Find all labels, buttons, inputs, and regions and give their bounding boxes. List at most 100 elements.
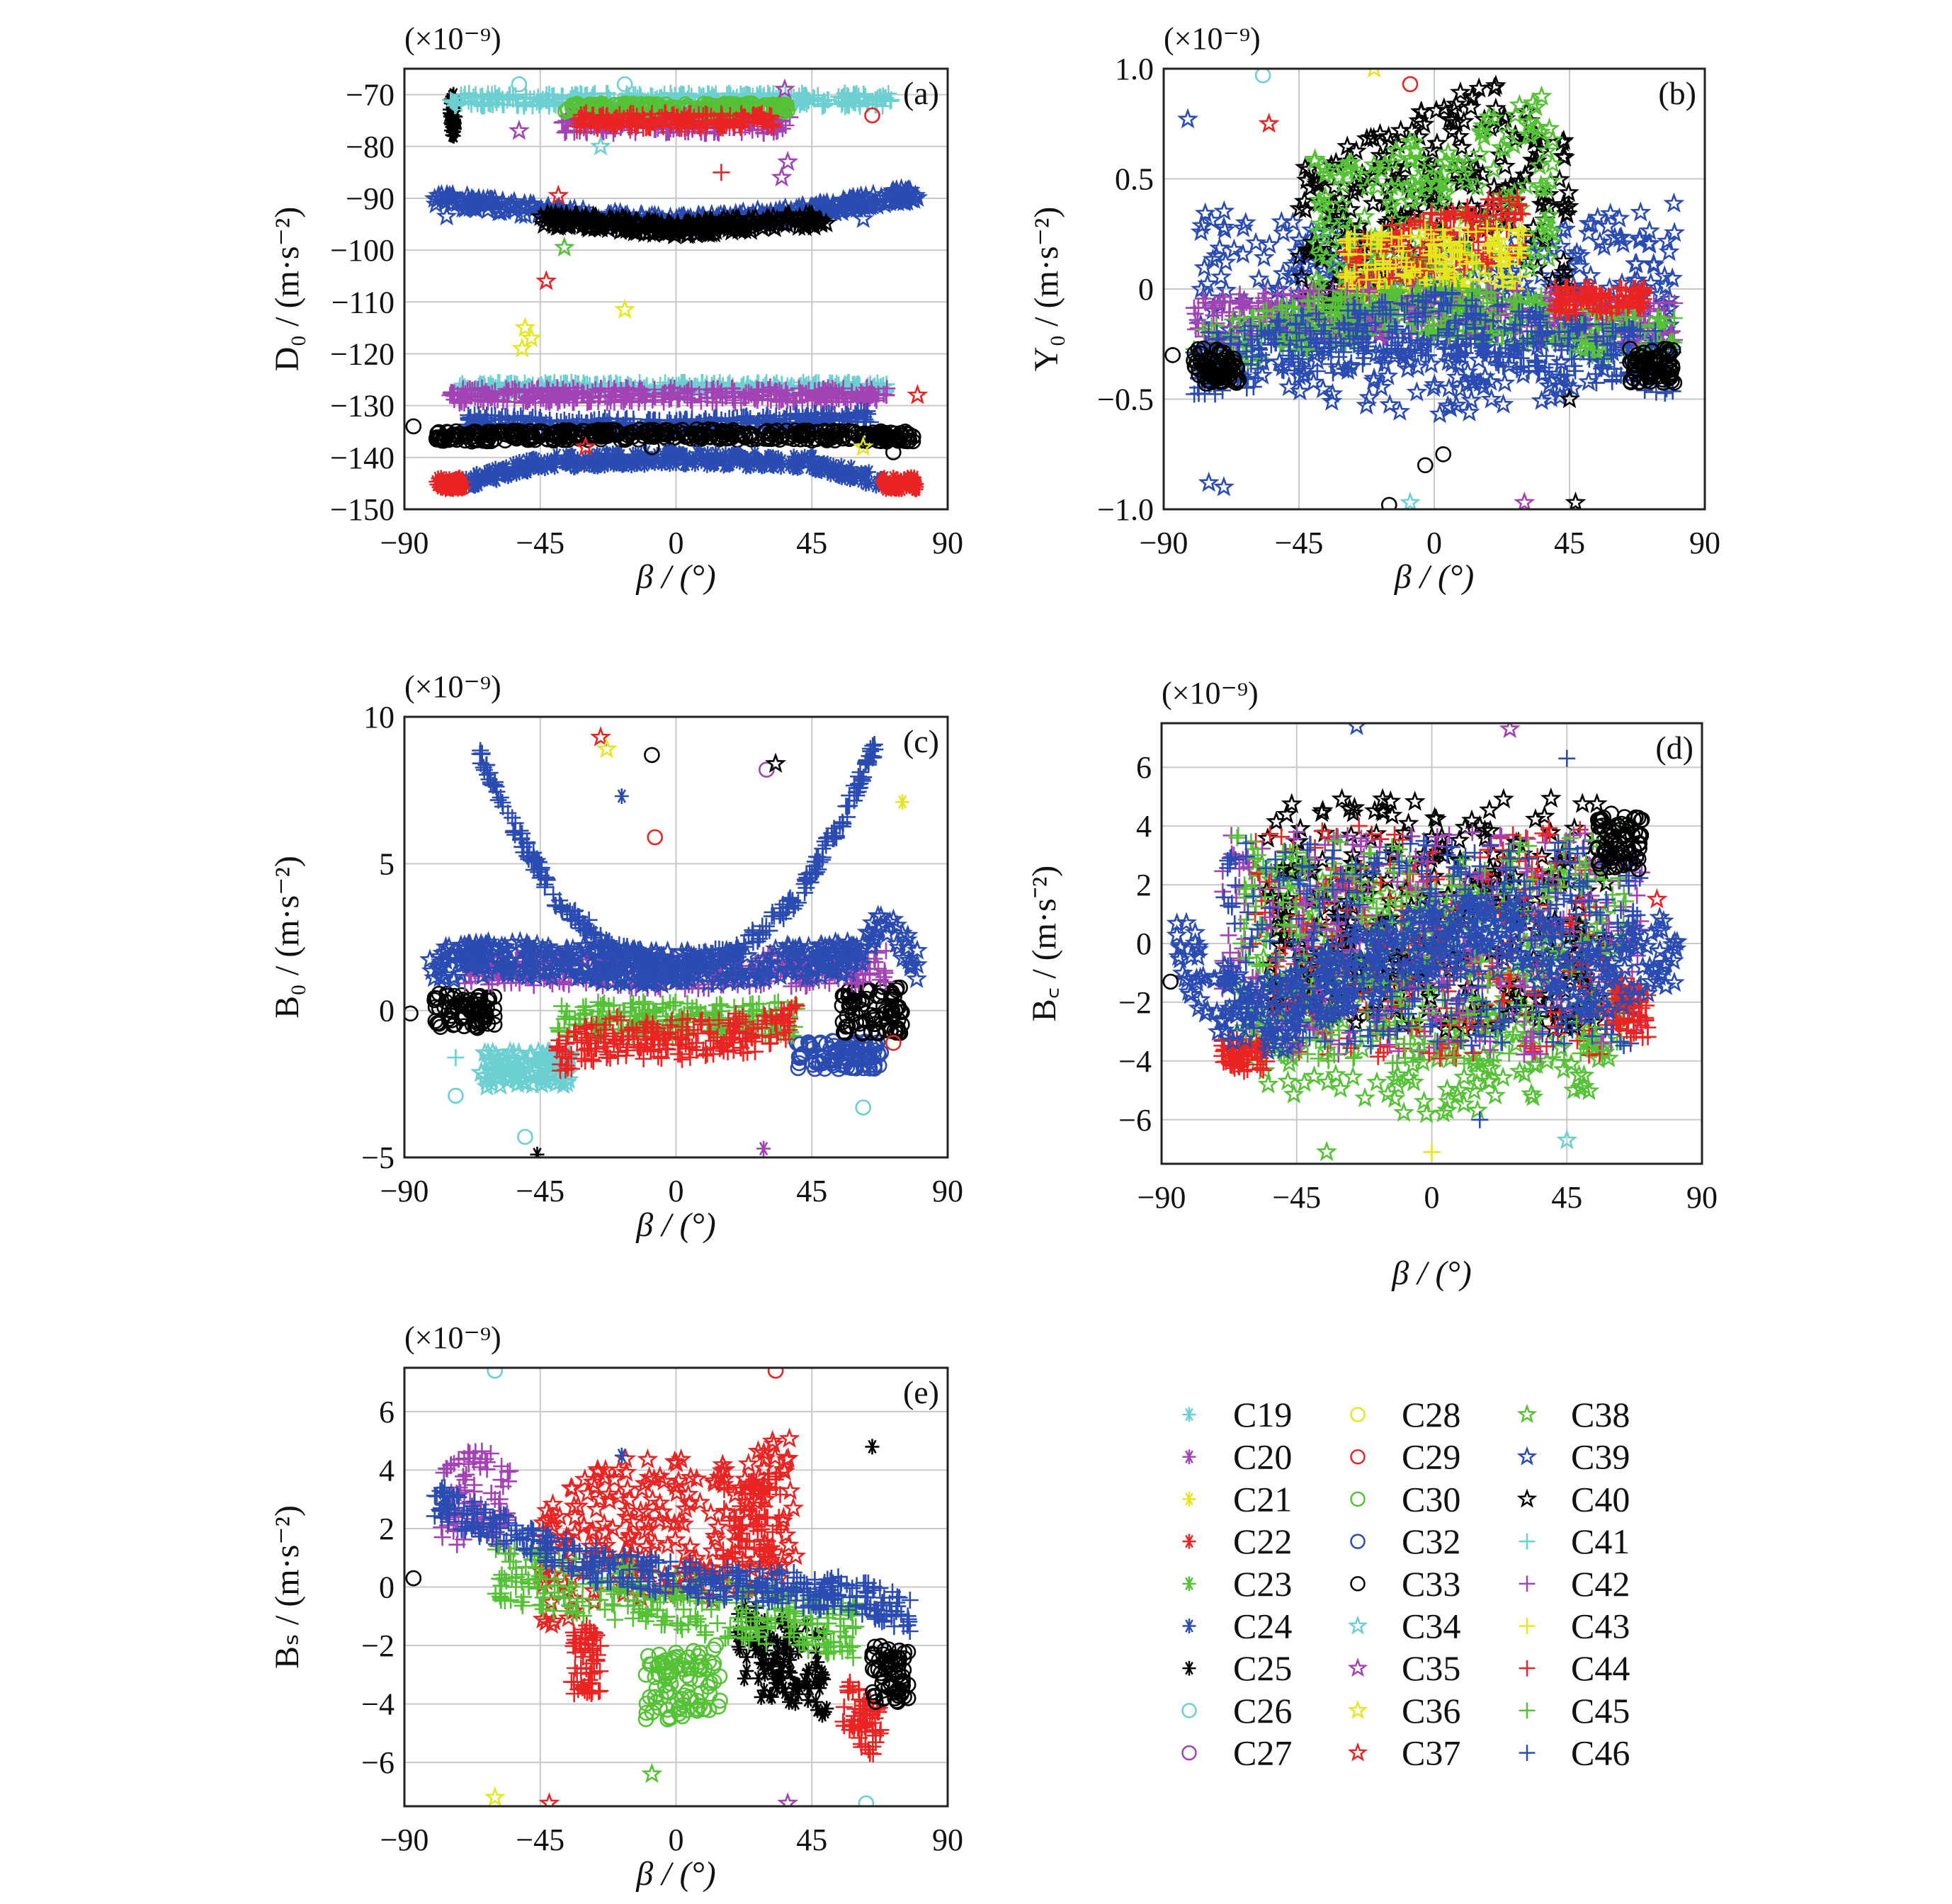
marker-C33 bbox=[683, 428, 700, 444]
marker-C39 bbox=[1213, 216, 1235, 237]
marker-C42 bbox=[514, 394, 532, 412]
marker-C40 bbox=[1370, 144, 1392, 165]
marker-C39 bbox=[1538, 375, 1560, 395]
marker-C39 bbox=[504, 193, 526, 215]
marker-C40 bbox=[1553, 261, 1575, 282]
marker-C24 bbox=[685, 451, 700, 468]
marker-C40 bbox=[1323, 176, 1345, 197]
marker-C33 bbox=[876, 426, 893, 443]
marker-C38 bbox=[1538, 246, 1560, 268]
marker-C24 bbox=[589, 446, 604, 463]
marker-C46 bbox=[728, 412, 746, 430]
marker-C22 bbox=[891, 475, 906, 492]
marker-C39 bbox=[1593, 235, 1615, 256]
marker-C24 bbox=[557, 453, 572, 469]
marker-C46 bbox=[767, 407, 785, 425]
marker-C39 bbox=[1245, 232, 1267, 252]
marker-C43 bbox=[1402, 227, 1419, 244]
marker-C41 bbox=[846, 94, 864, 112]
marker-C46 bbox=[856, 404, 873, 421]
marker-C38 bbox=[1400, 147, 1422, 168]
marker-C44 bbox=[1491, 189, 1509, 207]
marker-C22 bbox=[894, 473, 909, 489]
marker-C42 bbox=[569, 382, 587, 400]
marker-C24 bbox=[861, 464, 876, 480]
marker-C43 bbox=[1428, 246, 1446, 264]
marker-C33 bbox=[904, 428, 921, 445]
marker-C39 bbox=[1437, 350, 1459, 371]
marker-C44 bbox=[698, 113, 716, 131]
marker-C40 bbox=[1541, 269, 1563, 290]
marker-C39 bbox=[1626, 268, 1648, 290]
marker-C43 bbox=[1511, 268, 1529, 285]
marker-C24 bbox=[715, 451, 730, 468]
marker-C39 bbox=[1406, 381, 1428, 402]
marker-C41 bbox=[815, 92, 833, 110]
marker-C40 bbox=[1300, 176, 1322, 198]
marker-C43 bbox=[1468, 255, 1485, 273]
marker-C39 bbox=[1563, 245, 1585, 266]
marker-C33 bbox=[405, 418, 422, 435]
marker-C33 bbox=[772, 428, 789, 445]
marker-C42 bbox=[725, 392, 742, 409]
marker-C40 bbox=[1445, 93, 1467, 114]
marker-C38 bbox=[1504, 104, 1526, 125]
marker-C33 bbox=[904, 433, 921, 450]
marker-C39 bbox=[1480, 388, 1502, 409]
marker-C40 bbox=[1390, 119, 1412, 140]
scatter-points bbox=[405, 76, 929, 497]
marker-C39 bbox=[1656, 230, 1678, 251]
marker-C38 bbox=[1354, 205, 1375, 226]
marker-C24 bbox=[506, 465, 521, 481]
marker-C24 bbox=[751, 457, 766, 473]
marker-C39 bbox=[427, 188, 449, 209]
x-tick-label: 0 bbox=[669, 526, 684, 560]
marker-C30 bbox=[722, 96, 739, 112]
marker-C33 bbox=[496, 432, 513, 449]
marker-C24 bbox=[739, 458, 754, 475]
marker-C39 bbox=[1288, 229, 1310, 249]
marker-C40 bbox=[1349, 215, 1371, 235]
marker-C40 bbox=[798, 203, 820, 225]
marker-C24 bbox=[793, 459, 807, 475]
marker-C38 bbox=[1453, 164, 1475, 184]
marker-C24 bbox=[679, 448, 694, 465]
marker-C39 bbox=[1438, 377, 1460, 398]
marker-C38 bbox=[1519, 257, 1541, 278]
marker-C33 bbox=[742, 425, 758, 441]
marker-C40 bbox=[557, 215, 579, 235]
marker-C44 bbox=[721, 113, 739, 131]
marker-C24 bbox=[546, 454, 561, 470]
marker-C36 bbox=[514, 317, 536, 337]
marker-C39 bbox=[1494, 372, 1516, 392]
marker-C24 bbox=[630, 455, 645, 472]
marker-C33 bbox=[483, 424, 500, 440]
marker-C33 bbox=[464, 424, 481, 441]
marker-C39 bbox=[1630, 201, 1652, 222]
marker-C24 bbox=[662, 448, 677, 464]
marker-C24 bbox=[467, 469, 482, 485]
marker-C39 bbox=[1377, 365, 1399, 385]
marker-C39 bbox=[907, 186, 929, 208]
y-tick-label: −140 bbox=[330, 441, 395, 475]
marker-C39 bbox=[1213, 200, 1235, 221]
marker-C43 bbox=[1378, 261, 1396, 278]
marker-C40 bbox=[1480, 116, 1502, 137]
marker-C26 bbox=[616, 76, 633, 93]
marker-C40 bbox=[734, 219, 756, 239]
marker-C24 bbox=[509, 466, 524, 482]
marker-C40 bbox=[1494, 155, 1516, 176]
marker-C39 bbox=[1604, 226, 1625, 247]
marker-C46 bbox=[531, 409, 549, 426]
marker-C40 bbox=[1298, 158, 1320, 179]
marker-C24 bbox=[581, 452, 596, 468]
marker-C39 bbox=[1650, 283, 1671, 304]
marker-C41 bbox=[490, 87, 508, 105]
marker-C42 bbox=[745, 389, 763, 407]
marker-C40 bbox=[753, 212, 775, 233]
marker-C40 bbox=[1449, 81, 1471, 102]
marker-C39 bbox=[1321, 390, 1343, 411]
marker-C42 bbox=[1205, 307, 1222, 324]
marker-C42 bbox=[863, 380, 880, 398]
